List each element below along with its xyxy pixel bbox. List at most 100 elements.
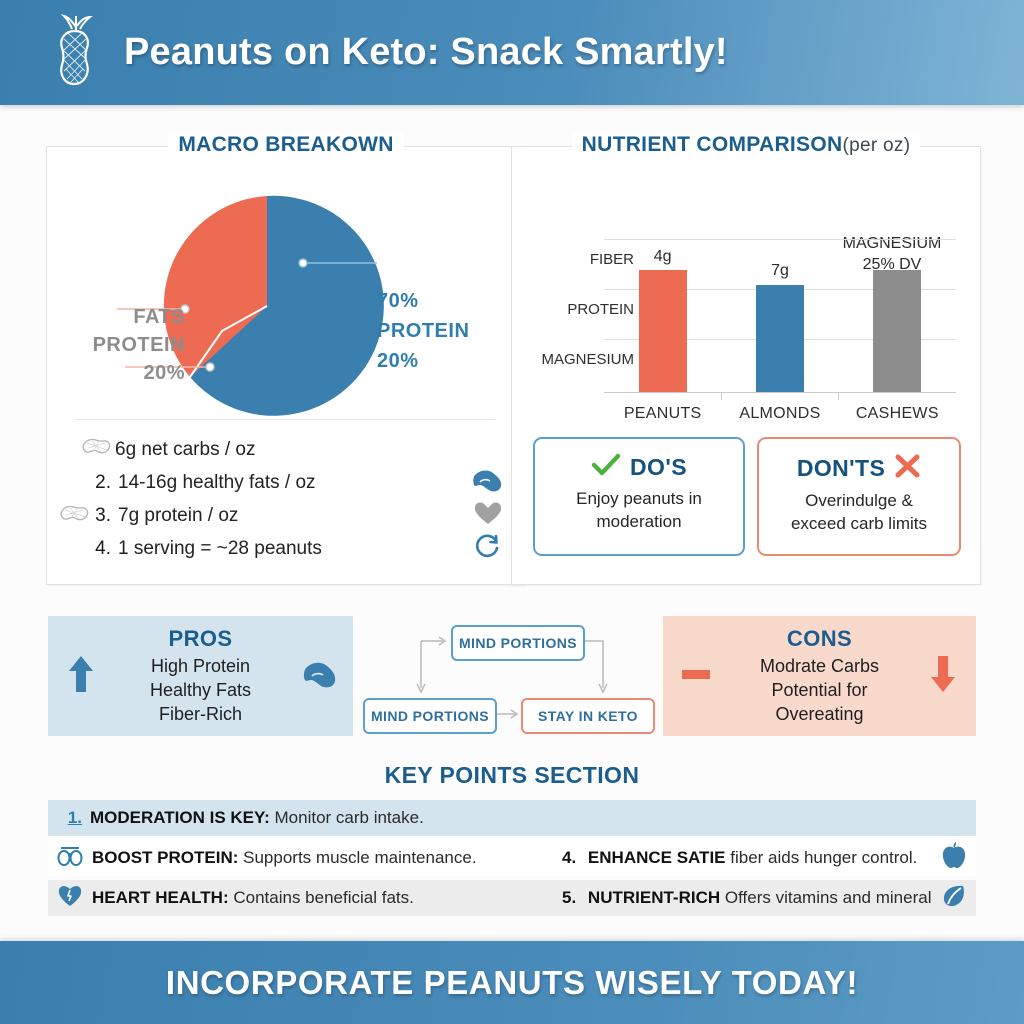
key-points-title: KEY POINTS SECTION [384, 762, 640, 788]
flow-node-stay-in-keto[interactable]: STAY IN KETO [521, 698, 655, 734]
pros-title: PROS [168, 626, 233, 651]
check-icon [591, 453, 621, 482]
key-point-left-rest: Monitor carb intake. [274, 808, 424, 827]
pie-label-20: 20% [377, 350, 419, 372]
peanut-bullet-icon [49, 505, 93, 528]
cons-line-1: Modrate Carbs [759, 656, 880, 676]
nutrient-panel-title-text: NUTRIENT COMPARISON [581, 133, 843, 156]
list-item: 2. 14-16g healthy fats / oz [71, 466, 511, 499]
nutrient-panel-title-sub: (per oz) [842, 135, 911, 156]
pros-line-2: Healthy Fats [149, 680, 252, 700]
dos-card[interactable]: DO'S Enjoy peanuts in moderation [533, 437, 745, 556]
macro-item-text: 6g net carbs / oz [115, 438, 256, 460]
gridline [604, 239, 956, 240]
key-point-left-bold: HEART HEALTH: [92, 888, 229, 907]
bicep-icon [465, 466, 511, 500]
key-point-right-rest: fiber aids hunger control. [730, 848, 918, 867]
chart-baseline [604, 392, 956, 393]
bar-peanuts [638, 270, 687, 392]
bar-group-peanuts: 4g [604, 239, 721, 392]
donts-body-line1: Overindulge & [805, 491, 913, 510]
macro-panel-title: MACRO BREAKOWN [47, 133, 525, 157]
macro-item-number: 3. [95, 504, 111, 526]
bar-almonds [755, 285, 804, 392]
macro-breakdown-panel: MACRO BREAKOWN FATS PROTEIN 20% [46, 133, 526, 585]
cons-line-2: Potential for Overeating [771, 680, 868, 724]
cross-icon [894, 453, 921, 484]
key-point-right-bold: NUTRIENT-RICH [587, 888, 721, 907]
key-point-right-bold: ENHANCE SATIE [587, 848, 726, 867]
key-point-left-text: HEART HEALTH: Contains beneficial fats. [92, 888, 562, 908]
pros-card: PROS High Protein Healthy Fats Fiber-Ric… [48, 616, 353, 736]
macro-facts-list: 6g net carbs / oz 2. 14-16g healthy fats… [60, 433, 511, 565]
pie-left-labels: FATS PROTEIN 20% [67, 303, 185, 387]
macro-item-number: 4. [95, 537, 111, 559]
key-point-left-text: BOOST PROTEIN: Supports muscle maintenan… [92, 848, 562, 868]
footer-text: INCORPORATE PEANUTS WISELY TODAY! [165, 963, 859, 1001]
pie-label-pct-left: 20% [143, 362, 185, 384]
macro-item-text: 1 serving = ~28 peanuts [118, 537, 322, 559]
arrow-up-icon [48, 653, 114, 700]
peanut-icon [52, 11, 98, 94]
pros-line-1: High Protein [150, 656, 251, 676]
macro-item-text: 7g protein / oz [118, 504, 239, 526]
y-label-fiber: FIBER [589, 251, 634, 268]
bar-group-almonds: 7g [721, 239, 838, 392]
goggles-icon [48, 845, 92, 872]
dos-header: DO'S [535, 453, 743, 482]
dos-body-line2: moderation [596, 512, 682, 531]
cons-content: CONS Modrate Carbs Potential for Overeat… [729, 626, 910, 726]
flow-node-mind-portions-top[interactable]: MIND PORTIONS [451, 625, 585, 661]
header-title: Peanuts on Keto: Snack Smartly! [124, 31, 728, 73]
pie-label-70: 70% [377, 290, 419, 312]
x-label-cashews: CASHEWS [855, 405, 939, 422]
donts-title: DON'TS [796, 455, 886, 481]
pros-content: PROS High Protein Healthy Fats Fiber-Ric… [114, 626, 287, 726]
donts-body: Overindulge & exceed carb limits [759, 489, 959, 535]
nutrient-bar-chart: FIBER PROTEIN MAGNESIUM MAGNESIUM 25% DV… [512, 177, 980, 437]
pie-label-fats: FATS [133, 306, 185, 328]
cons-card: CONS Modrate Carbs Potential for Overeat… [663, 616, 976, 736]
table-row: BOOST PROTEIN: Supports muscle maintenan… [48, 840, 976, 876]
header-banner: Peanuts on Keto: Snack Smartly! [0, 0, 1024, 105]
chart-y-axis-labels: FIBER PROTEIN MAGNESIUM [522, 235, 634, 385]
pros-line-3: Fiber-Rich [158, 704, 242, 724]
pie-label-protein-right: PROTEIN [377, 320, 470, 342]
macro-panel-title-text: MACRO BREAKOWN [168, 133, 404, 156]
key-point-right-number: 5. [562, 888, 577, 907]
dos-body: Enjoy peanuts in moderation [535, 487, 743, 533]
leaf-icon [932, 883, 976, 914]
y-label-protein: PROTEIN [567, 301, 634, 318]
y-label-magnesium: MAGNESIUM [541, 351, 634, 368]
list-item: 3. 7g protein / oz [60, 499, 511, 532]
key-point-right-text: 5. NUTRIENT-RICH Offers vitamins and min… [562, 888, 932, 908]
bar-cashews [873, 270, 922, 392]
macro-pie-chart: FATS PROTEIN 20% 70% PROTEIN 20% [47, 181, 525, 431]
donts-card[interactable]: DON'TS Overindulge & exceed carb limits [757, 437, 961, 556]
bicep-icon [287, 658, 353, 695]
chart-bars: 4g 7g [604, 239, 956, 392]
dos-title: DO'S [630, 454, 687, 480]
flow-node-mind-portions-bottom[interactable]: MIND PORTIONS [363, 698, 497, 734]
peanut-bullet-icon [71, 438, 115, 461]
pie-right-labels: 70% PROTEIN 20% [377, 286, 527, 376]
key-point-right-number: 4. [562, 848, 577, 867]
dos-body-line1: Enjoy peanuts in [576, 489, 702, 508]
heart-pulse-icon [48, 884, 92, 913]
key-point-left-rest: Supports muscle maintenance. [243, 848, 477, 867]
table-row: HEART HEALTH: Contains beneficial fats. … [48, 880, 976, 916]
bar-value-almonds: 7g [771, 262, 789, 279]
macro-item-number: 2. [95, 471, 111, 493]
key-point-left-rest: Contains beneficial fats. [233, 888, 414, 907]
x-label-almonds: ALMONDS [739, 405, 821, 422]
macro-item-text: 14-16g healthy fats / oz [118, 471, 316, 493]
cons-title: CONS [786, 626, 853, 651]
donts-header: DON'TS [759, 453, 959, 484]
minus-icon [663, 667, 729, 686]
arrow-down-icon [910, 653, 976, 700]
bar-group-cashews [839, 239, 956, 392]
apple-icon [932, 841, 976, 875]
nutrient-panel-title: NUTRIENT COMPARISON(per oz) [512, 133, 980, 157]
heart-icon [465, 500, 511, 532]
